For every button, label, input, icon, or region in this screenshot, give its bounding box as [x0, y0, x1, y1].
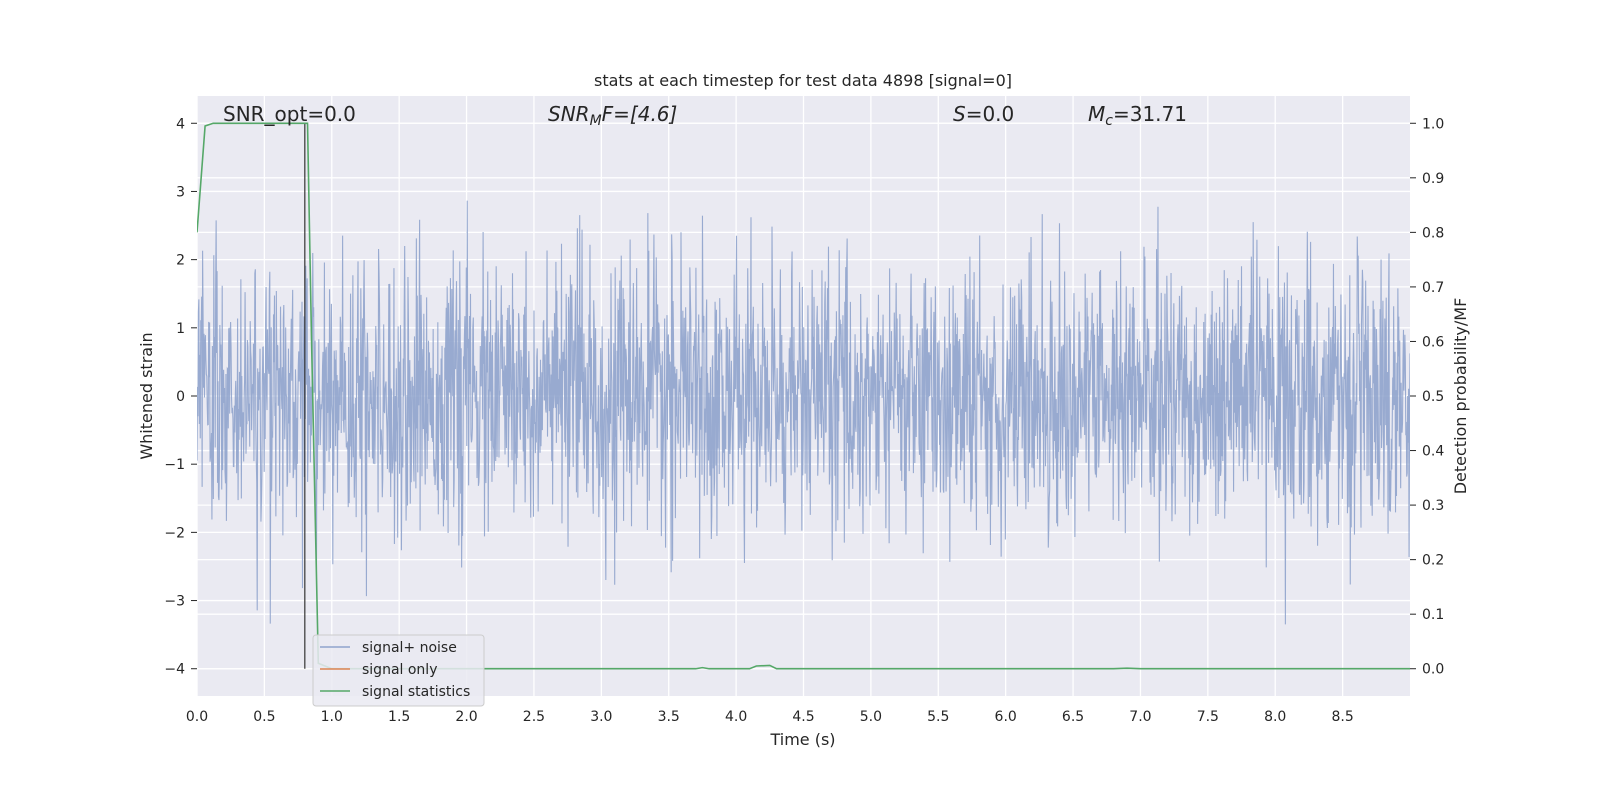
y-right-tick-label: 0.8 — [1422, 225, 1444, 241]
annotation-snr-mf-sub: M — [590, 113, 602, 129]
x-tick-label: 0.0 — [186, 709, 208, 725]
x-tick-label: 4.5 — [792, 709, 814, 725]
y-right-tick-label: 0.5 — [1422, 389, 1444, 405]
y-tick-label: 1 — [176, 321, 185, 337]
x-tick-label: 8.5 — [1331, 709, 1353, 725]
y-ticks: 4 3 2 1 0 −1 −2 −3 −4 — [164, 116, 197, 678]
annotation-snr-mf: SNRMF=[4.6] — [548, 102, 677, 129]
x-axis-label: Time (s) — [769, 730, 835, 749]
legend: signal+ noise signal only signal statist… — [312, 634, 485, 707]
x-tick-label: 1.0 — [321, 709, 343, 725]
x-tick-label: 4.0 — [725, 709, 747, 725]
y-tick-label: −1 — [164, 457, 185, 473]
y-tick-label: −3 — [164, 594, 185, 610]
annotation-mc: Mc=31.71 — [1088, 102, 1187, 129]
y-tick-label: −2 — [164, 525, 185, 541]
y-axis-label: Whitened strain — [137, 332, 156, 459]
x-tick-label: 0.5 — [253, 709, 275, 725]
legend-label-signal-noise: signal+ noise — [362, 640, 457, 656]
x-tick-label: 7.0 — [1129, 709, 1151, 725]
x-tick-label: 3.0 — [590, 709, 612, 725]
x-tick-label: 3.5 — [658, 709, 680, 725]
annotation-mc-sub: c — [1105, 113, 1113, 129]
y-right-tick-label: 0.2 — [1422, 553, 1444, 569]
y-tick-label: 2 — [176, 253, 185, 269]
y-right-tick-label: 0.3 — [1422, 498, 1444, 514]
x-tick-label: 6.5 — [1062, 709, 1084, 725]
annotation-s-b: =0.0 — [966, 102, 1015, 126]
y-right-axis-label: Detection probability/MF — [1451, 298, 1470, 495]
y-tick-label: 4 — [176, 116, 185, 132]
chart-title: stats at each timestep for test data 489… — [594, 71, 1012, 90]
y-right-tick-label: 1.0 — [1422, 116, 1444, 132]
y-right-ticks: 1.0 0.9 0.8 0.7 0.6 0.5 0.4 0.3 0.2 0.1 0.0 — [1410, 116, 1444, 678]
x-tick-label: 1.5 — [388, 709, 410, 725]
annotation-snr-mf-a: SNR — [548, 102, 590, 126]
annotation-snr-opt: SNR_opt=0.0 — [223, 102, 356, 126]
legend-label-signal-only: signal only — [362, 662, 437, 678]
y-right-tick-label: 0.7 — [1422, 280, 1444, 296]
y-right-tick-label: 0.0 — [1422, 662, 1444, 678]
annotation-mc-b: =31.71 — [1113, 102, 1187, 126]
x-tick-label: 5.0 — [860, 709, 882, 725]
x-tick-label: 2.0 — [455, 709, 477, 725]
annotation-mc-a: M — [1088, 102, 1105, 126]
series-signal-noise — [197, 200, 1410, 625]
x-tick-label: 2.5 — [523, 709, 545, 725]
annotation-s: S=0.0 — [953, 102, 1014, 126]
x-ticks: 0.0 0.5 1.0 1.5 2.0 2.5 3.0 3.5 4.0 4.5 5.0 5.5 6.0 6… — [186, 709, 1354, 725]
x-tick-label: 7.5 — [1197, 709, 1219, 725]
annotation-snr-mf-b: F=[4.6] — [602, 102, 678, 126]
y-right-tick-label: 0.9 — [1422, 171, 1444, 187]
y-tick-label: 3 — [176, 184, 185, 200]
y-right-tick-label: 0.6 — [1422, 334, 1444, 350]
series-signal-statistics — [197, 122, 1410, 670]
y-tick-label: −4 — [164, 662, 185, 678]
legend-label-signal-statistics: signal statistics — [362, 684, 470, 700]
x-tick-label: 8.0 — [1264, 709, 1286, 725]
x-tick-label: 5.5 — [927, 709, 949, 725]
y-tick-label: 0 — [176, 389, 185, 405]
y-right-tick-label: 0.1 — [1422, 607, 1444, 623]
x-tick-label: 6.0 — [995, 709, 1017, 725]
y-right-tick-label: 0.4 — [1422, 444, 1444, 460]
annotation-s-a: S — [953, 102, 966, 126]
legend-box — [312, 634, 485, 707]
